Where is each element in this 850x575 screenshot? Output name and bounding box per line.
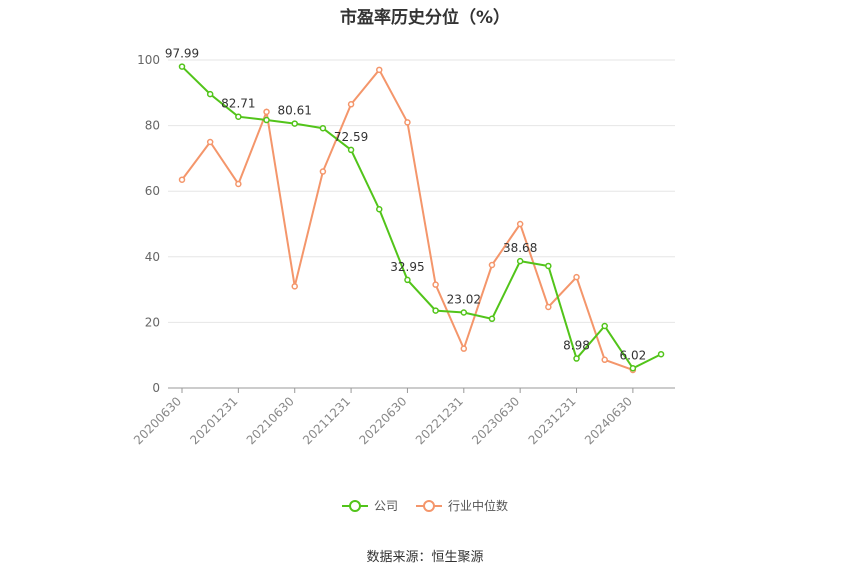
data-label: 80.61 bbox=[278, 104, 312, 118]
data-point-series-0 bbox=[460, 309, 468, 316]
data-point-series-1 bbox=[178, 176, 186, 183]
x-tick-label: 20210630 bbox=[244, 394, 297, 447]
legend-industry-median-icon bbox=[416, 499, 442, 512]
data-point-series-0 bbox=[516, 257, 524, 265]
data-point-series-0 bbox=[291, 120, 298, 127]
series-line-0 bbox=[181, 65, 662, 370]
x-tick-label: 20220630 bbox=[356, 394, 409, 447]
data-point-series-0 bbox=[657, 350, 665, 358]
data-point-series-0 bbox=[629, 365, 637, 372]
legend-company-icon bbox=[341, 499, 368, 512]
legend: 公司 行业中位数 bbox=[0, 497, 850, 514]
data-point-series-0 bbox=[178, 63, 186, 70]
data-point-series-1 bbox=[263, 108, 270, 116]
data-point-series-0 bbox=[206, 90, 214, 98]
data-label: 72.59 bbox=[334, 130, 368, 144]
data-point-series-0 bbox=[347, 146, 355, 154]
data-point-series-1 bbox=[291, 283, 298, 290]
data-point-series-1 bbox=[601, 356, 608, 364]
legend-label-company: 公司 bbox=[373, 499, 398, 513]
data-point-series-1 bbox=[206, 138, 214, 146]
data-label: 6.02 bbox=[620, 348, 647, 362]
data-point-series-0 bbox=[601, 322, 608, 330]
data-point-series-1 bbox=[545, 303, 552, 311]
data-label: 97.99 bbox=[165, 47, 199, 61]
legend-label-industry-median: 行业中位数 bbox=[448, 499, 509, 513]
x-tick-label: 20200630 bbox=[131, 394, 184, 447]
data-point-series-0 bbox=[376, 205, 383, 213]
y-tick-label: 100 bbox=[137, 53, 160, 67]
data-point-series-1 bbox=[488, 261, 496, 269]
y-tick-label: 80 bbox=[145, 119, 160, 133]
y-tick-label: 40 bbox=[145, 250, 160, 264]
data-point-series-1 bbox=[432, 281, 439, 288]
data-point-series-1 bbox=[404, 119, 411, 126]
grid-layer bbox=[168, 59, 675, 323]
data-point-series-1 bbox=[235, 180, 242, 188]
data-point-series-1 bbox=[516, 220, 524, 228]
data-point-series-0 bbox=[319, 124, 327, 132]
chart-title: 市盈率历史分位（%） bbox=[339, 8, 511, 28]
series-layer bbox=[178, 63, 665, 374]
x-tick-label: 20221231 bbox=[413, 394, 466, 447]
y-tick-label: 60 bbox=[145, 184, 160, 198]
data-point-series-0 bbox=[573, 355, 580, 362]
y-tick-label: 20 bbox=[145, 315, 160, 329]
data-point-series-0 bbox=[488, 315, 496, 323]
x-tick-label: 20231231 bbox=[526, 394, 579, 447]
source-text: 数据来源：恒生聚源 bbox=[366, 550, 484, 565]
data-point-series-1 bbox=[376, 66, 383, 74]
data-label: 8.98 bbox=[563, 339, 590, 353]
data-point-series-0 bbox=[263, 116, 270, 124]
legend-item-company[interactable]: 公司 bbox=[341, 497, 398, 514]
data-point-series-1 bbox=[460, 345, 468, 352]
data-point-series-0 bbox=[404, 276, 411, 284]
data-label: 23.02 bbox=[447, 292, 481, 306]
data-point-series-0 bbox=[235, 113, 242, 120]
x-tick-label: 20230630 bbox=[469, 394, 522, 447]
data-point-series-1 bbox=[319, 168, 327, 175]
data-point-series-1 bbox=[573, 273, 580, 281]
data-point-series-0 bbox=[545, 262, 552, 270]
data-point-series-1 bbox=[347, 101, 355, 108]
data-label: 38.68 bbox=[503, 241, 537, 255]
data-label: 32.95 bbox=[390, 260, 424, 274]
y-tick-label: 0 bbox=[152, 381, 160, 395]
data-point-series-0 bbox=[432, 307, 439, 314]
x-tick-label: 20201231 bbox=[187, 394, 240, 447]
x-tick-label: 20240630 bbox=[582, 394, 635, 447]
legend-item-industry-median[interactable]: 行业中位数 bbox=[416, 497, 508, 514]
label-layer: 97.99 82.71 80.61 72.59 32.95 23.02 38.68 8.98 6… bbox=[165, 47, 646, 363]
data-label: 82.71 bbox=[221, 97, 255, 111]
x-tick-label: 20211231 bbox=[300, 394, 353, 447]
